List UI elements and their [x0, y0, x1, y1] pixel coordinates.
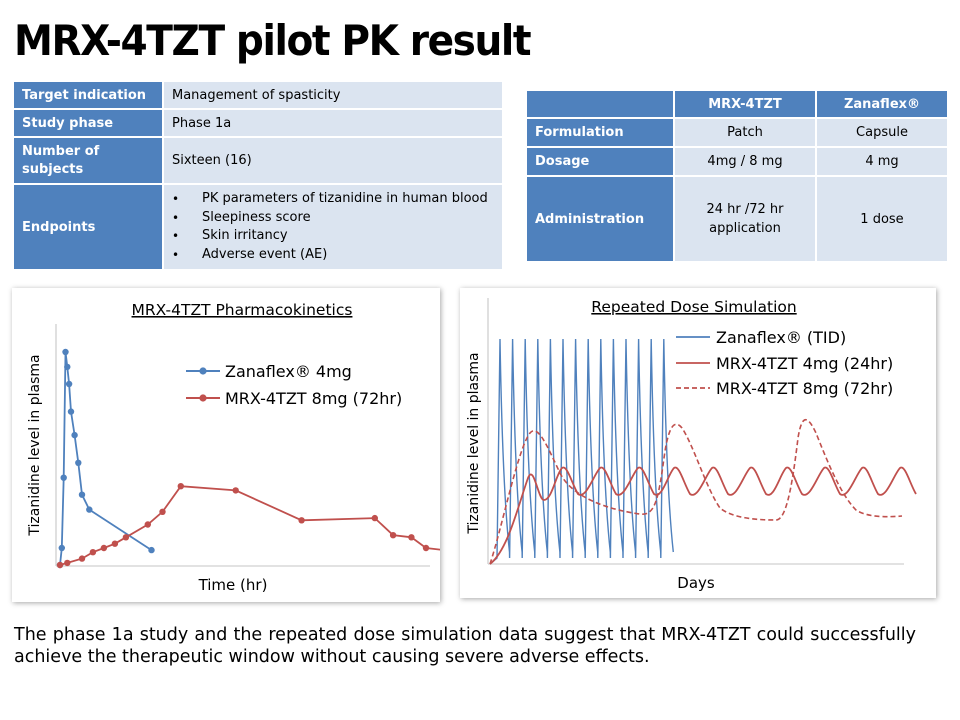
legend-label-mrx-8mg: MRX-4TZT 8mg (72hr) [716, 379, 893, 398]
data-point [408, 534, 415, 541]
data-point [62, 348, 69, 356]
mrx-cell: Patch [673, 117, 817, 148]
row-label: Study phase [12, 108, 164, 138]
formulation-comparison-table: MRX-4TZT Zanaflex® Formulation Patch Cap… [525, 89, 949, 263]
table-row: Number of subjects Sixteen (16) [12, 136, 504, 185]
row-label: Dosage [525, 146, 675, 177]
plot-area [489, 338, 917, 565]
data-point [78, 555, 86, 562]
data-point [298, 517, 305, 524]
pk-chart-panel: MRX-4TZT Pharmacokinetics Tizanidine lev… [12, 288, 466, 602]
x-axis-label: Time (hr) [198, 576, 268, 594]
row-value: Management of spasticity [162, 80, 504, 110]
mrx-cell: 24 hr /72 hr application [673, 175, 817, 263]
data-point [144, 521, 151, 528]
list-item: Skin irritancy [172, 227, 494, 246]
header-cell: MRX-4TZT [673, 89, 817, 119]
data-point [71, 431, 78, 439]
data-point [389, 532, 397, 539]
data-point [86, 506, 93, 513]
series-line-1 [59, 485, 463, 566]
header-cell [525, 89, 675, 119]
pk-chart: MRX-4TZT Pharmacokinetics Tizanidine lev… [27, 301, 466, 594]
table-row: Target indication Management of spastici… [12, 80, 504, 110]
data-point [64, 363, 71, 371]
study-info-table: Target indication Management of spastici… [12, 80, 504, 271]
data-point [111, 540, 119, 547]
table-row: Study phase Phase 1a [12, 108, 504, 138]
zanaflex-cell: 4 mg [815, 146, 949, 177]
table-row: Administration 24 hr /72 hr application … [525, 175, 949, 263]
legend-label-mrx-4mg: MRX-4TZT 4mg (24hr) [716, 354, 893, 373]
data-point [56, 561, 64, 569]
data-point [58, 544, 65, 552]
table-row: Endpoints PK parameters of tizanidine in… [12, 183, 504, 271]
simulation-chart: Repeated Dose Simulation Tizanidine leve… [466, 298, 917, 592]
endpoints-cell: PK parameters of tizanidine in human blo… [162, 183, 504, 271]
data-point [60, 474, 67, 481]
plot-area [56, 348, 466, 569]
data-point [371, 514, 378, 522]
legend-label-zanaflex: Zanaflex® 4mg [225, 362, 352, 381]
data-point [122, 534, 130, 541]
data-point [65, 380, 73, 388]
data-point [148, 546, 155, 554]
data-point [100, 544, 108, 552]
summary-caption: The phase 1a study and the repeated dose… [14, 625, 916, 667]
data-point [67, 408, 75, 415]
x-axis-label: Days [677, 574, 715, 592]
series-line-1 [489, 466, 917, 565]
legend-label-mrx: MRX-4TZT 8mg (72hr) [225, 389, 402, 408]
data-point [422, 544, 430, 552]
legend: Zanaflex® (TID) MRX-4TZT 4mg (24hr) MRX-… [676, 328, 893, 398]
simulation-chart-panel: Repeated Dose Simulation Tizanidine leve… [460, 288, 936, 598]
chart-title: MRX-4TZT Pharmacokinetics [132, 301, 353, 319]
page-title: MRX-4TZT pilot PK result [14, 16, 532, 65]
row-value: Phase 1a [162, 108, 504, 138]
header-cell: Zanaflex® [815, 89, 949, 119]
row-label: Number of subjects [12, 136, 164, 185]
row-label: Endpoints [12, 183, 164, 271]
row-label: Formulation [525, 117, 675, 148]
list-item: PK parameters of tizanidine in human blo… [172, 190, 494, 209]
table-row: Dosage 4mg / 8 mg 4 mg [525, 146, 949, 177]
table-row: Formulation Patch Capsule [525, 117, 949, 148]
table-header-row: MRX-4TZT Zanaflex® [525, 89, 949, 119]
data-point [232, 487, 239, 494]
series-line-0 [489, 338, 674, 565]
data-point [64, 559, 71, 567]
data-point [177, 483, 184, 490]
y-axis-label: Tizanidine level in plasma [27, 354, 43, 536]
zanaflex-cell: Capsule [815, 117, 949, 148]
legend: Zanaflex® 4mg MRX-4TZT 8mg (72hr) [186, 362, 402, 408]
list-item: Sleepiness score [172, 209, 494, 228]
data-point [89, 549, 97, 556]
data-point [75, 459, 82, 466]
row-label: Administration [525, 175, 675, 263]
zanaflex-cell: 1 dose [815, 175, 949, 263]
legend-label-zanaflex: Zanaflex® (TID) [716, 328, 846, 347]
data-point [159, 508, 166, 515]
mrx-cell: 4mg / 8 mg [673, 146, 817, 177]
row-label: Target indication [12, 80, 164, 110]
row-value: Sixteen (16) [162, 136, 504, 185]
endpoints-list: PK parameters of tizanidine in human blo… [172, 190, 494, 264]
legend-marker-mrx [199, 394, 207, 402]
chart-title: Repeated Dose Simulation [591, 298, 796, 316]
legend-marker-zanaflex [199, 367, 207, 375]
list-item: Adverse event (AE) [172, 246, 494, 265]
series-line-2 [489, 418, 903, 565]
data-point [78, 491, 86, 498]
y-axis-label: Tizanidine level in plasma [466, 352, 482, 534]
series-line-0 [59, 351, 152, 566]
